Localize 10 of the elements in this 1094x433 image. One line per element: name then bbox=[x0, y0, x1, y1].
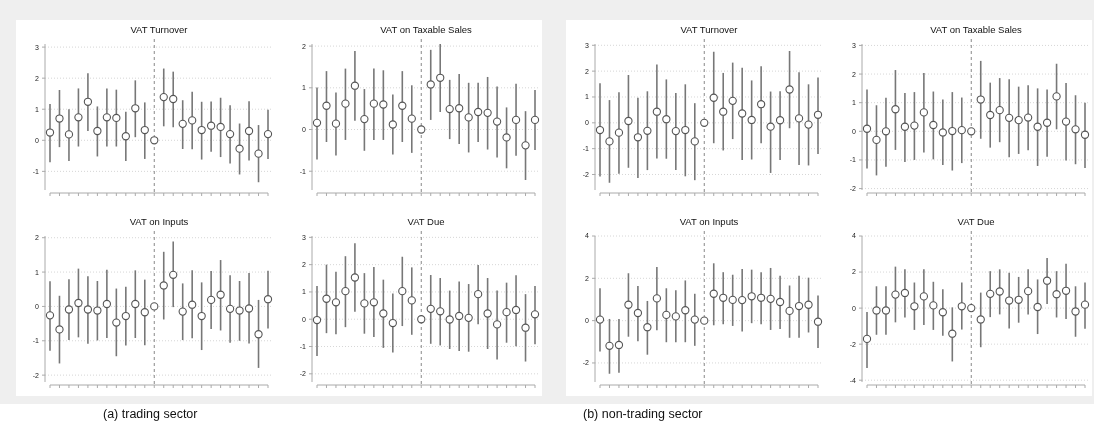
chart-title: VAT on Taxable Sales bbox=[380, 24, 473, 35]
chart-title: VAT Turnover bbox=[130, 24, 188, 35]
chart-title: VAT Due bbox=[957, 216, 995, 227]
text: (b) non-trading sector bbox=[583, 407, 703, 421]
chart-title: VAT on Inputs bbox=[129, 216, 189, 227]
chart-title: VAT Due bbox=[407, 216, 445, 227]
text: (a) trading sector bbox=[103, 407, 198, 421]
chart-title: VAT on Taxable Sales bbox=[930, 24, 1023, 35]
chart-title: VAT on Inputs bbox=[679, 216, 739, 227]
chart-title: VAT Turnover bbox=[680, 24, 738, 35]
